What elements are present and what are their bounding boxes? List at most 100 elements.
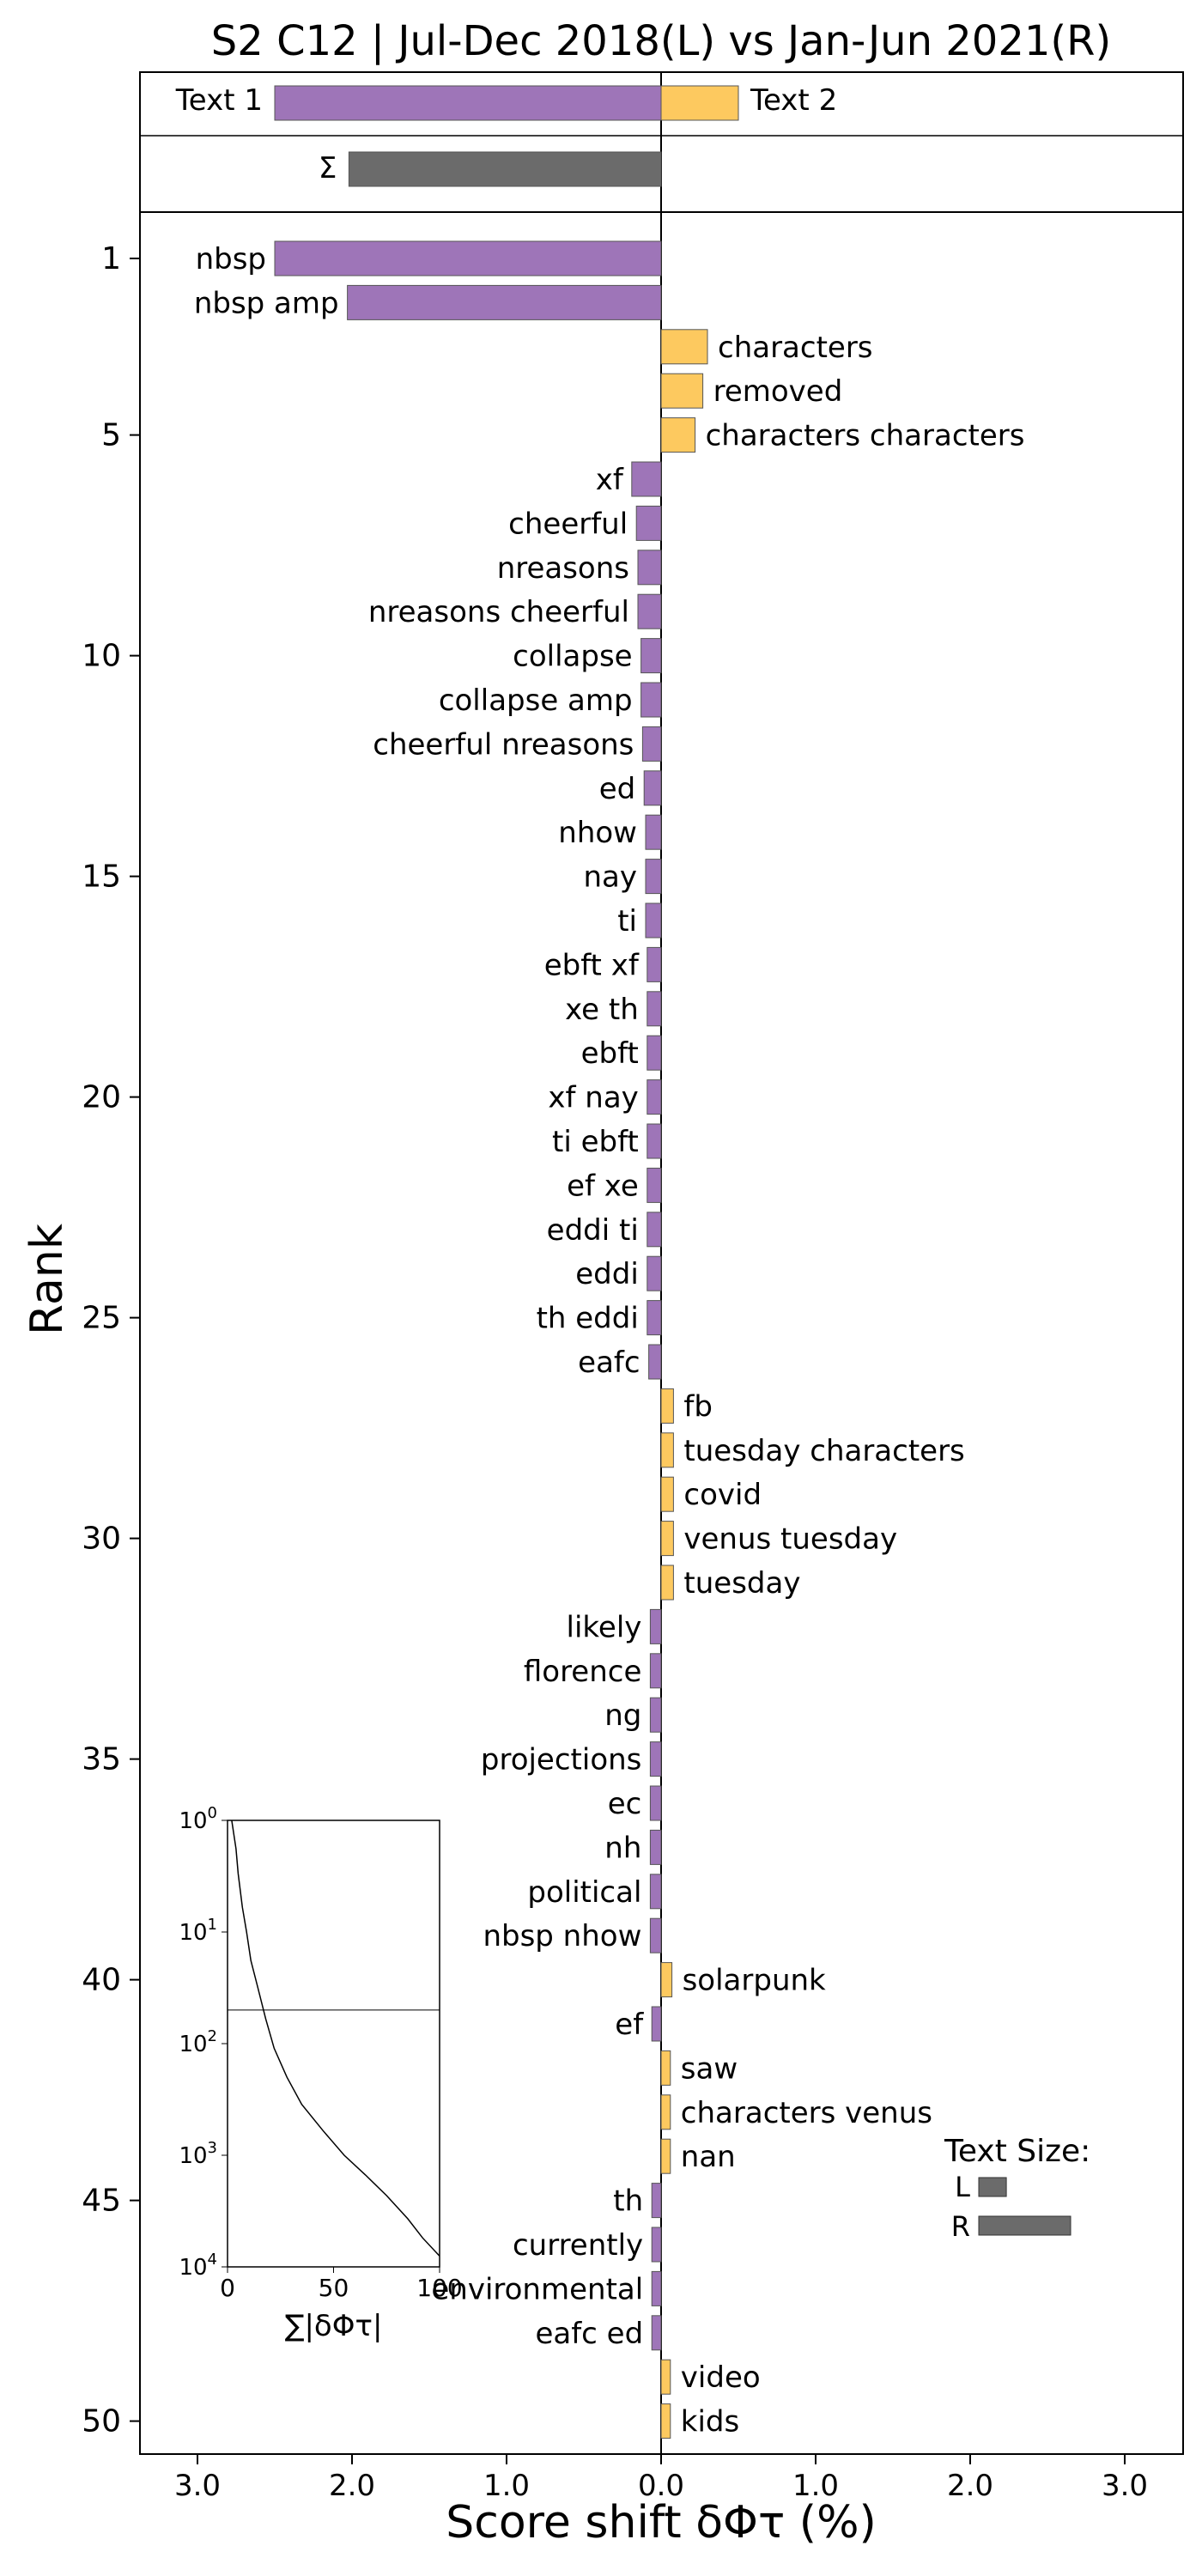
bar: [347, 284, 662, 320]
inset-y-tick-base: 10: [179, 1920, 207, 1946]
word-labels: nbsp nbsp amp characters removed characters …: [194, 242, 1025, 2439]
bar: [649, 1829, 662, 1865]
legend-left-bar: [978, 2177, 1007, 2197]
bar: [635, 505, 662, 541]
bar: [648, 1344, 662, 1380]
inset-y-tick-label: 104: [179, 2251, 217, 2281]
inset-y-tick-base: 10: [179, 2032, 207, 2057]
y-tick-label: 5: [101, 418, 121, 453]
word-label: characters: [718, 331, 873, 365]
sigma-label: Σ: [319, 151, 337, 185]
y-tick-label: 30: [82, 1522, 121, 1557]
bar: [660, 1564, 674, 1601]
inset-y-tick-exponent: 0: [208, 1804, 217, 1822]
text2-label: Text 2: [750, 83, 837, 118]
word-label: likely: [567, 1610, 642, 1644]
bar: [651, 2183, 662, 2219]
bar: [645, 902, 662, 939]
inset-border: [227, 1820, 440, 2268]
bar: [637, 550, 662, 586]
inset-y-tick-label: 101: [179, 1916, 217, 1946]
word-label: eafc ed: [535, 2317, 643, 2351]
word-label: xf: [596, 463, 624, 497]
y-tick-label: 10: [82, 639, 121, 674]
word-label: projections: [481, 1743, 642, 1777]
legend-right-bar: [978, 2215, 1071, 2236]
y-tick-label: 25: [82, 1301, 121, 1336]
x-tick-label: 1.0: [483, 2469, 530, 2503]
word-label: ec: [608, 1787, 642, 1821]
bar: [649, 1917, 662, 1953]
text1-label: Text 1: [175, 83, 263, 118]
word-label: nhow: [558, 816, 637, 850]
bar: [651, 2227, 662, 2263]
word-label: eafc: [578, 1346, 640, 1380]
inset-curve: [231, 1820, 440, 2257]
axes: 3.0 2.0 1.0 0.0 1.0 2.0 3.01510152025303540455…: [82, 241, 1148, 2503]
word-label: ed: [599, 772, 636, 806]
inset-y-tick-label: 102: [179, 2027, 217, 2057]
word-label: ti: [617, 904, 637, 939]
bar: [649, 1697, 662, 1733]
bar: [651, 2315, 662, 2351]
inset-x-tick-label: 100: [416, 2274, 462, 2302]
word-label: florence: [524, 1655, 642, 1689]
word-label: nreasons: [497, 551, 629, 586]
bar: [660, 373, 704, 409]
bar: [660, 1521, 674, 1557]
bar: [651, 2006, 662, 2042]
bar: [660, 1388, 674, 1424]
y-tick-label: 20: [82, 1080, 121, 1115]
inset-y-tick-exponent: 2: [208, 2027, 217, 2045]
bar: [645, 814, 662, 850]
word-label: video: [681, 2360, 761, 2395]
inset-y-tick-label: 100: [179, 1804, 217, 1834]
bar: [660, 329, 708, 365]
word-label: removed: [713, 374, 843, 409]
inset-y-tick-exponent: 3: [208, 2139, 217, 2157]
word-label: ef: [615, 2008, 644, 2042]
word-label: nbsp: [196, 242, 266, 276]
x-tick-label: 1.0: [792, 2469, 839, 2503]
word-label: th: [613, 2184, 643, 2219]
word-label: ng: [604, 1698, 641, 1733]
x-tick-label: 2.0: [947, 2469, 993, 2503]
bar: [649, 1608, 662, 1644]
rank-bars: [274, 240, 708, 2439]
bar: [631, 461, 662, 497]
word-label: fb: [683, 1389, 713, 1424]
word-label: ebft: [581, 1036, 639, 1071]
inset-y-tick-base: 10: [179, 2143, 207, 2169]
y-tick-label: 50: [82, 2404, 121, 2439]
x-axis-label: Score shift δΦτ (%): [446, 2497, 877, 2549]
bar: [660, 1432, 674, 1468]
bar: [660, 2050, 671, 2086]
bar: [660, 2094, 671, 2130]
bar: [660, 2403, 671, 2439]
word-label: solarpunk: [683, 1964, 826, 1998]
y-tick-label: 45: [82, 2184, 121, 2219]
word-label: saw: [681, 2051, 738, 2086]
text-size-legend: Text Size:LR: [944, 2134, 1090, 2243]
inset-y-tick-label: 103: [179, 2139, 217, 2169]
word-label: environmental: [431, 2272, 643, 2306]
x-tick-label: 3.0: [1102, 2469, 1148, 2503]
word-label: characters venus: [681, 2096, 932, 2130]
inset-x-tick-label: 50: [319, 2274, 349, 2302]
word-label: xe th: [565, 993, 639, 1027]
y-axis-label: Rank: [21, 1224, 73, 1335]
bar: [647, 1035, 662, 1071]
word-label: ti ebft: [552, 1125, 639, 1159]
bar: [647, 1212, 662, 1248]
bar: [660, 2359, 671, 2395]
word-label: cheerful: [508, 507, 628, 541]
word-label: nbsp nhow: [483, 1919, 641, 1953]
chart-title: S2 C12 | Jul-Dec 2018(L) vs Jan-Jun 2021…: [211, 17, 1111, 65]
word-label: th eddi: [537, 1302, 639, 1336]
bar: [274, 240, 662, 276]
word-label: eddi ti: [547, 1213, 639, 1248]
bar: [651, 2270, 662, 2306]
word-label: kids: [681, 2405, 739, 2439]
x-tick-label: 3.0: [174, 2469, 221, 2503]
